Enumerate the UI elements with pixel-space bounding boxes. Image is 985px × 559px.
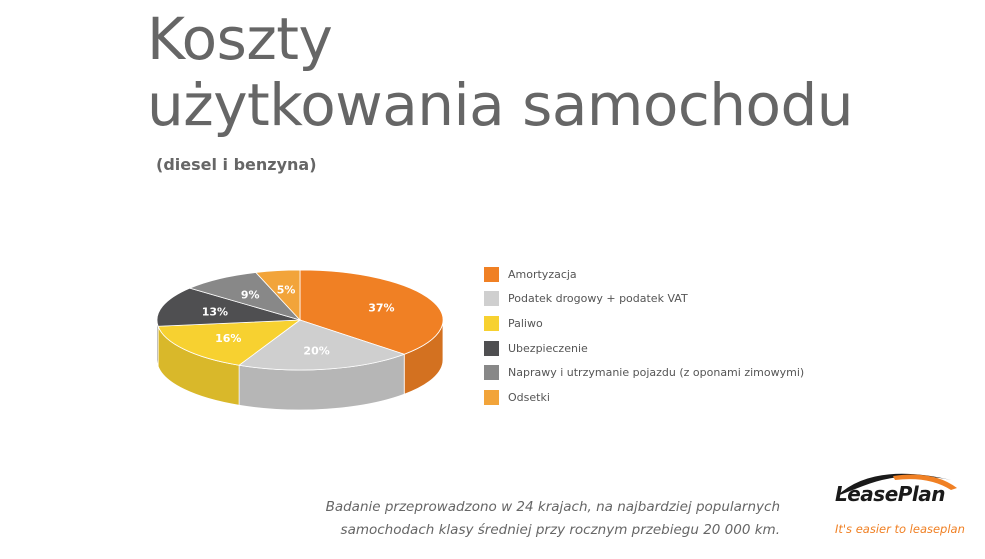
page-title: Koszty użytkowania samochodu <box>147 5 854 139</box>
pie-slice-1 <box>299 269 444 355</box>
legend-item: Podatek drogowy + podatek VAT <box>484 287 804 312</box>
legend-item: Naprawy i utrzymanie pojazdu (z oponami … <box>484 360 804 385</box>
legend-label: Paliwo <box>508 316 543 330</box>
chart-legend: Amortyzacja Podatek drogowy + podatek VAT… <box>484 262 804 410</box>
logo-brand: LeasePlan <box>835 482 946 506</box>
logo-tagline: It's easier to leaseplan <box>835 522 965 536</box>
legend-swatch <box>484 389 499 405</box>
legend-item: Paliwo <box>484 311 804 336</box>
legend-swatch <box>484 266 499 282</box>
leaseplan-logo: LeasePlan It's easier to leaseplan <box>833 466 965 546</box>
pie-data-label: 20% <box>303 345 329 358</box>
page-subtitle: (diesel i benzyna) <box>156 155 317 174</box>
footnote: Badanie przeprowadzono w 24 krajach, na … <box>326 496 780 542</box>
title-line-2: użytkowania samochodu <box>147 71 854 139</box>
pie-data-label: 37% <box>368 302 394 315</box>
pie-top <box>156 269 444 371</box>
pie-data-label: 5% <box>277 283 296 296</box>
legend-label: Naprawy i utrzymanie pojazdu (z oponami … <box>508 366 805 380</box>
legend-item: Odsetki <box>484 385 804 410</box>
legend-label: Podatek drogowy + podatek VAT <box>508 292 688 306</box>
logo-arc-icon <box>837 473 957 496</box>
pie-sides <box>156 319 444 411</box>
footnote-line-2: samochodach klasy średniej przy rocznym … <box>340 522 780 538</box>
pie-labels: 37% 20% 16% 13% 9% 5% <box>202 283 395 357</box>
legend-item: Amortyzacja <box>484 262 804 287</box>
pie-data-label: 9% <box>241 288 260 301</box>
pie-data-label: 13% <box>202 305 228 318</box>
title-line-1: Koszty <box>147 5 333 73</box>
legend-swatch <box>484 340 499 356</box>
pie-slice-5 <box>188 272 302 321</box>
legend-label: Amortyzacja <box>508 267 577 281</box>
pie-slice-3 <box>157 319 302 366</box>
pie-slice-2 <box>238 319 406 371</box>
pie-slice-4 <box>156 287 301 327</box>
legend-label: Odsetki <box>508 390 550 404</box>
legend-swatch <box>484 315 499 331</box>
legend-label: Ubezpieczenie <box>508 341 588 355</box>
legend-swatch <box>484 291 499 307</box>
pie-data-label: 16% <box>215 332 241 345</box>
legend-swatch <box>484 365 499 381</box>
footnote-line-1: Badanie przeprowadzono w 24 krajach, na … <box>325 499 780 515</box>
legend-item: Ubezpieczenie <box>484 336 804 361</box>
pie-slice-6 <box>254 269 301 322</box>
